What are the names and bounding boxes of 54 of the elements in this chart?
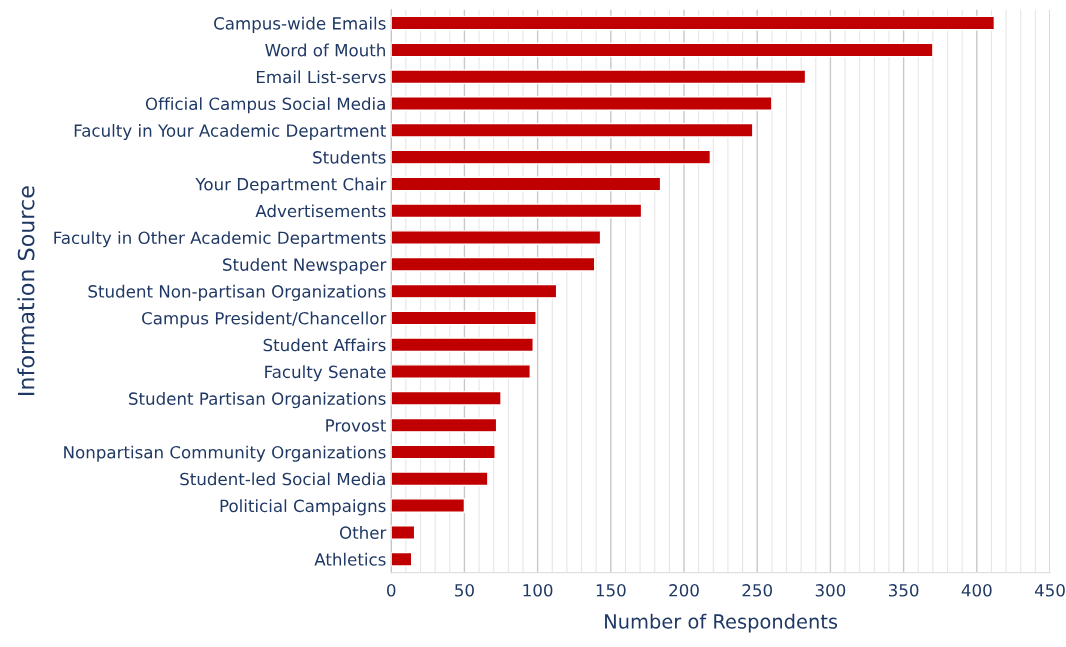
- y-tick-label: Student Non-partisan Organizations: [88, 284, 386, 301]
- x-tick-label: 50: [455, 584, 474, 597]
- x-tick-label: 250: [742, 584, 773, 597]
- x-tick-label: 150: [596, 584, 626, 597]
- bar: [391, 471, 489, 487]
- bar: [391, 551, 413, 567]
- bar: [391, 364, 531, 379]
- x-tick-label: 350: [888, 584, 919, 597]
- bar: [391, 69, 807, 85]
- y-tick-label: Student Partisan Organizations: [129, 392, 386, 409]
- y-tick-label: Official Campus Social Media: [145, 97, 385, 114]
- bar: [391, 122, 754, 138]
- bar: [391, 524, 416, 540]
- bar: [391, 337, 534, 353]
- bar: [391, 230, 602, 245]
- bar: [391, 256, 596, 272]
- y-tick-label: Your Department Chair: [195, 177, 387, 194]
- y-tick-label: Other: [339, 526, 387, 539]
- bar: [391, 417, 498, 433]
- y-tick-label: Politicial Campaigns: [220, 499, 386, 516]
- x-axis-title: Number of Respondents: [605, 613, 838, 633]
- y-tick-label: Campus-wide Emails: [214, 16, 386, 33]
- y-tick-label: Student Newspaper: [223, 258, 387, 275]
- bar: [391, 283, 558, 299]
- bar: [391, 390, 502, 406]
- bar: [391, 444, 496, 460]
- y-tick-label: Faculty in Other Academic Departments: [54, 231, 386, 248]
- x-tick-label: 300: [815, 584, 846, 597]
- bar: [391, 149, 712, 165]
- y-tick-label: Nonpartisan Community Organizations: [64, 445, 386, 462]
- bar: [391, 176, 662, 192]
- x-tick-label: 400: [961, 584, 992, 597]
- bar: [391, 203, 643, 219]
- y-tick-label: Student-led Social Media: [180, 472, 385, 486]
- bar: [391, 42, 934, 58]
- bar: [391, 15, 996, 31]
- bar: [391, 498, 466, 513]
- y-axis-title: Information Source: [17, 186, 35, 395]
- y-tick-label: Email List-servs: [256, 70, 386, 84]
- y-tick-label: Faculty Senate: [265, 365, 386, 382]
- x-tick-label: 100: [523, 584, 553, 597]
- y-tick-label: Athletics: [314, 552, 386, 566]
- x-tick-label: 0: [387, 584, 396, 597]
- y-tick-label: Students: [313, 150, 386, 164]
- bar: [391, 310, 537, 326]
- bar: [391, 96, 773, 111]
- x-tick-label: 200: [669, 584, 699, 597]
- y-tick-label: Word of Mouth: [265, 43, 385, 57]
- y-tick-label: Campus President/Chancellor: [142, 311, 387, 328]
- y-tick-label: Provost: [326, 419, 386, 432]
- x-tick-label: 450: [1034, 584, 1065, 597]
- y-tick-label: Advertisements: [255, 204, 386, 218]
- y-tick-label: Student Affairs: [263, 338, 386, 352]
- y-tick-label: Faculty in Your Academic Department: [74, 123, 386, 141]
